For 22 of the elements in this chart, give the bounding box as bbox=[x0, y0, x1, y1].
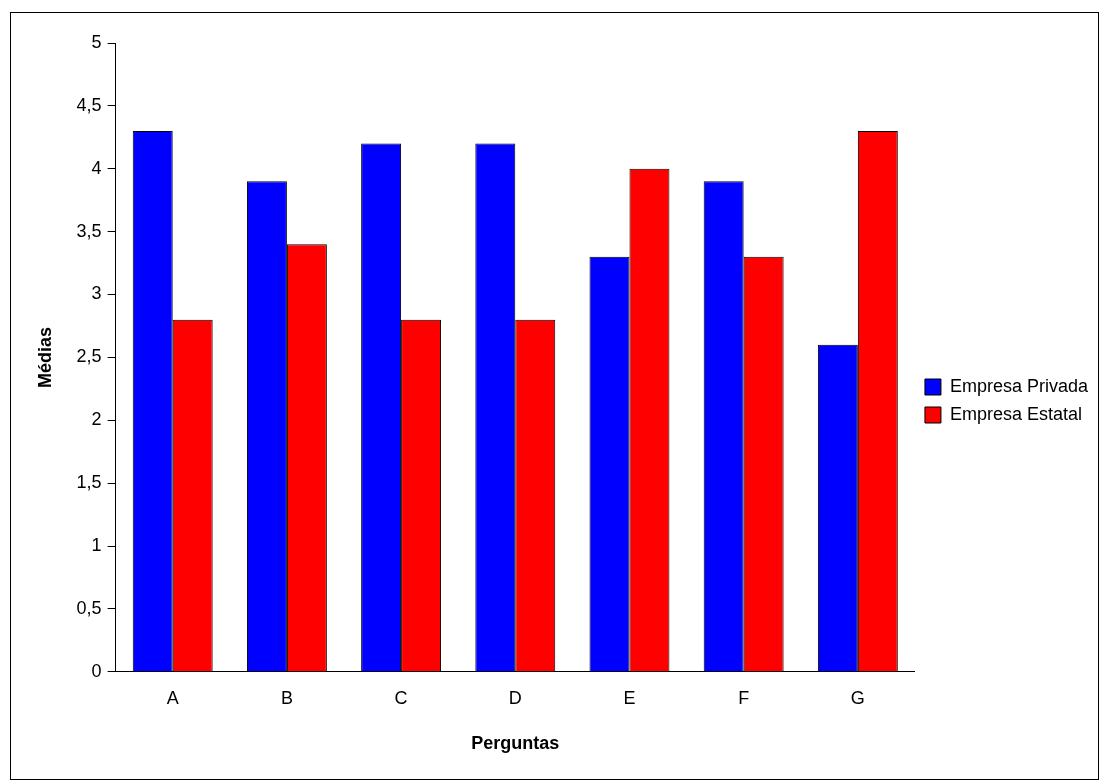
x-tick-label: D bbox=[508, 687, 522, 708]
x-tick-label: F bbox=[738, 687, 750, 708]
x-axis-title: Perguntas bbox=[471, 733, 560, 754]
y-tick-label: 1 bbox=[91, 535, 102, 556]
y-tick-label: 1,5 bbox=[76, 472, 102, 493]
x-tick-label: B bbox=[280, 687, 293, 708]
y-tick-label: 3 bbox=[91, 283, 102, 304]
y-tick-label: 3,5 bbox=[76, 220, 102, 241]
y-tick-label: 4,5 bbox=[76, 94, 102, 115]
x-tick-label: E bbox=[623, 687, 636, 708]
y-tick-label: 0,5 bbox=[76, 597, 102, 618]
x-tick-label: C bbox=[394, 687, 408, 708]
y-axis-title: Médias bbox=[34, 326, 55, 388]
x-tick-label: A bbox=[166, 687, 179, 708]
legend-label: Empresa Estatal bbox=[949, 403, 1082, 424]
y-tick-label: 2 bbox=[91, 409, 102, 430]
legend-label: Empresa Privada bbox=[949, 375, 1089, 396]
y-tick-label: 2,5 bbox=[76, 346, 102, 367]
y-tick-label: 4 bbox=[91, 157, 102, 178]
y-tick-label: 0 bbox=[91, 660, 102, 681]
y-tick-label: 5 bbox=[91, 31, 102, 52]
x-tick-label: G bbox=[850, 687, 865, 708]
